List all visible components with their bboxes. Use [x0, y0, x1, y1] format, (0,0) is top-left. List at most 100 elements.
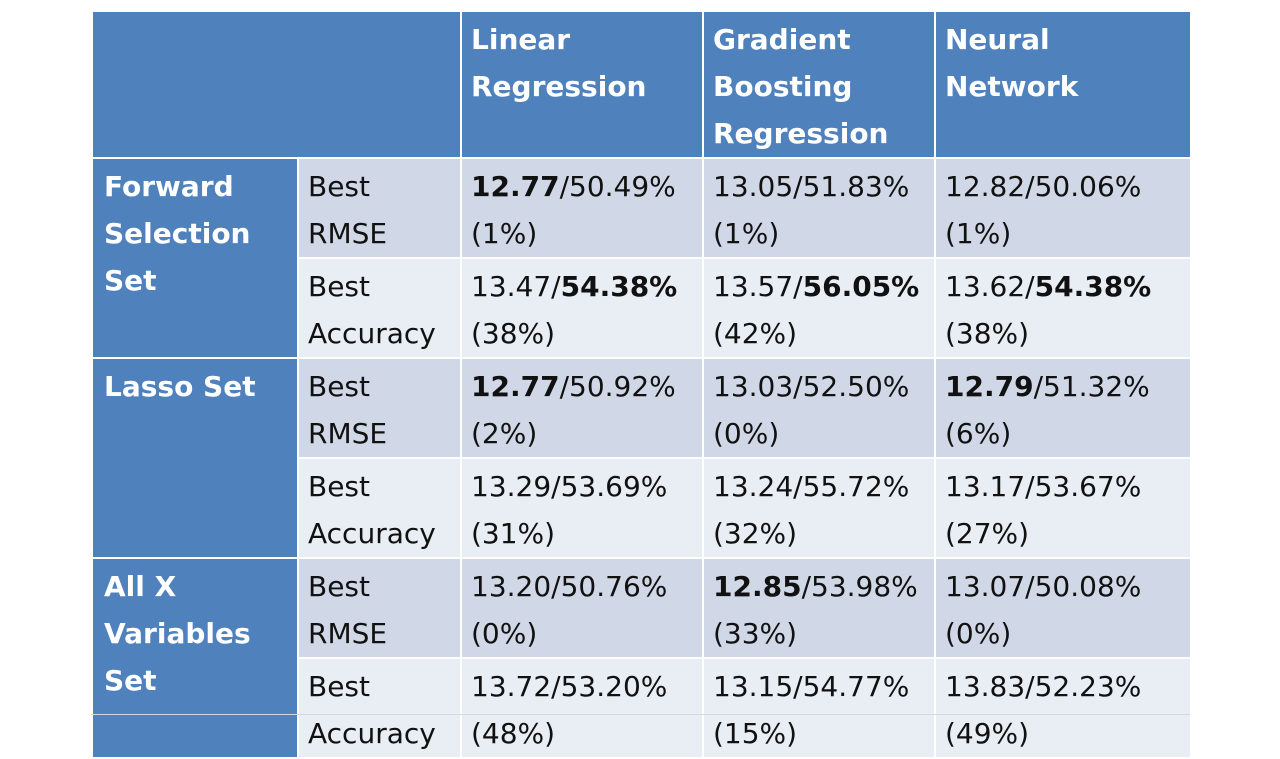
- rmse-value: 13.57: [713, 270, 794, 303]
- value-line: 13.83/52.23%: [945, 670, 1142, 703]
- header-neural-network: Neural Network: [934, 10, 1192, 159]
- value-cell: 12.77/50.92% (2%): [460, 357, 704, 459]
- accuracy-value: 50.06%: [1034, 170, 1142, 203]
- bottom-rule: [91, 714, 1190, 715]
- value-line: 13.47/54.38%: [471, 270, 678, 303]
- value-cell: 12.85/53.98% (33%): [702, 557, 936, 659]
- value-line: 13.72/53.20%: [471, 670, 668, 703]
- accuracy-value: 53.69%: [560, 470, 668, 503]
- rmse-value: 13.15: [713, 670, 794, 703]
- value-line: 12.77/50.49%: [471, 170, 676, 203]
- set-label: Forward Selection Set: [91, 157, 299, 359]
- rmse-value: 13.83: [945, 670, 1026, 703]
- percent-line: (1%): [471, 217, 538, 250]
- table-row: Best Accuracy 13.29/53.69% (31%) 13.24/55.7…: [92, 457, 1192, 559]
- value-line: 13.07/50.08%: [945, 570, 1142, 603]
- accuracy-value: 50.49%: [569, 170, 676, 203]
- value-cell: 13.17/53.67% (27%): [934, 457, 1192, 559]
- rmse-value: 12.79: [945, 370, 1034, 403]
- value-cell: 13.05/51.83% (1%): [702, 157, 936, 259]
- accuracy-value: 50.92%: [569, 370, 676, 403]
- accuracy-value: 51.83%: [802, 170, 910, 203]
- header-corner-cell: [91, 10, 462, 159]
- metric-label: Best RMSE: [297, 557, 462, 659]
- rmse-value: 13.03: [713, 370, 794, 403]
- percent-line: (1%): [713, 217, 780, 250]
- percent-line: (33%): [713, 617, 798, 650]
- metric-label: Best RMSE: [297, 357, 462, 459]
- rmse-value: 13.05: [713, 170, 794, 203]
- table-row: All X Variables Set Best RMSE 13.20/50.76%…: [91, 557, 1192, 759]
- value-cell: 12.82/50.06% (1%): [934, 157, 1192, 259]
- value-line: 13.17/53.67%: [945, 470, 1142, 503]
- accuracy-value: 55.72%: [802, 470, 910, 503]
- percent-line: (0%): [471, 617, 538, 650]
- value-cell: 13.29/53.69% (31%): [460, 457, 704, 559]
- percent-line: (48%): [471, 717, 556, 750]
- percent-line: (49%): [945, 717, 1030, 750]
- value-line: 13.05/51.83%: [713, 170, 910, 203]
- value-line: 12.85/53.98%: [713, 570, 918, 603]
- value-line: 12.79/51.32%: [945, 370, 1150, 403]
- value-line: 13.62/54.38%: [945, 270, 1152, 303]
- accuracy-value: 51.32%: [1043, 370, 1150, 403]
- rmse-value: 13.17: [945, 470, 1026, 503]
- percent-line: (2%): [471, 417, 538, 450]
- rmse-value: 13.62: [945, 270, 1026, 303]
- percent-line: (32%): [713, 517, 798, 550]
- value-line: 13.03/52.50%: [713, 370, 910, 403]
- results-table: Linear Regression Gradient Boosting Regr…: [91, 10, 1192, 759]
- value-cell: 13.47/54.38% (38%): [460, 257, 704, 359]
- set-label: Lasso Set: [91, 357, 299, 559]
- accuracy-value: 54.77%: [802, 670, 910, 703]
- value-cell: 13.20/50.76% (0%): [460, 557, 704, 659]
- percent-line: (1%): [945, 217, 1012, 250]
- accuracy-value: 56.05%: [802, 270, 920, 303]
- percent-line: (15%): [713, 717, 798, 750]
- value-line: 13.29/53.69%: [471, 470, 668, 503]
- percent-line: (31%): [471, 517, 556, 550]
- percent-line: (6%): [945, 417, 1012, 450]
- header-gradient-boosting-regression: Gradient Boosting Regression: [702, 10, 936, 159]
- rmse-value: 13.29: [471, 470, 552, 503]
- accuracy-value: 53.20%: [560, 670, 668, 703]
- set-label: All X Variables Set: [91, 557, 299, 759]
- rmse-value: 13.20: [471, 570, 552, 603]
- value-cell: 13.72/53.20% (48%): [460, 657, 704, 759]
- table-row: Lasso Set Best RMSE 12.77/50.92% (2%) 13.03/…: [91, 357, 1192, 559]
- accuracy-value: 53.98%: [811, 570, 918, 603]
- rmse-value: 12.82: [945, 170, 1026, 203]
- metric-label: Best RMSE: [297, 157, 462, 259]
- percent-line: (0%): [713, 417, 780, 450]
- value-cell: 13.62/54.38% (38%): [934, 257, 1192, 359]
- percent-line: (0%): [945, 617, 1012, 650]
- rmse-value: 12.85: [713, 570, 802, 603]
- accuracy-value: 52.23%: [1034, 670, 1142, 703]
- percent-line: (27%): [945, 517, 1030, 550]
- rmse-value: 13.24: [713, 470, 794, 503]
- accuracy-value: 54.38%: [560, 270, 678, 303]
- value-cell: 12.79/51.32% (6%): [934, 357, 1192, 459]
- value-line: 13.57/56.05%: [713, 270, 920, 303]
- value-cell: 13.24/55.72% (32%): [702, 457, 936, 559]
- metric-label: Best Accuracy: [297, 257, 462, 359]
- value-line: 12.82/50.06%: [945, 170, 1142, 203]
- table-row: Forward Selection Set Best RMSE 12.77/50.4…: [91, 157, 1192, 359]
- percent-line: (38%): [471, 317, 556, 350]
- accuracy-value: 54.38%: [1034, 270, 1152, 303]
- accuracy-value: 53.67%: [1034, 470, 1142, 503]
- rmse-value: 12.77: [471, 170, 560, 203]
- value-line: 13.24/55.72%: [713, 470, 910, 503]
- value-line: 13.15/54.77%: [713, 670, 910, 703]
- accuracy-value: 50.76%: [560, 570, 668, 603]
- value-line: 12.77/50.92%: [471, 370, 676, 403]
- accuracy-value: 52.50%: [802, 370, 910, 403]
- value-cell: 13.07/50.08% (0%): [934, 557, 1192, 659]
- value-cell: 13.57/56.05% (42%): [702, 257, 936, 359]
- value-cell: 13.83/52.23% (49%): [934, 657, 1192, 759]
- metric-label: Best Accuracy: [297, 657, 462, 759]
- rmse-value: 13.72: [471, 670, 552, 703]
- header-linear-regression: Linear Regression: [460, 10, 704, 159]
- value-cell: 13.03/52.50% (0%): [702, 357, 936, 459]
- metric-label: Best Accuracy: [297, 457, 462, 559]
